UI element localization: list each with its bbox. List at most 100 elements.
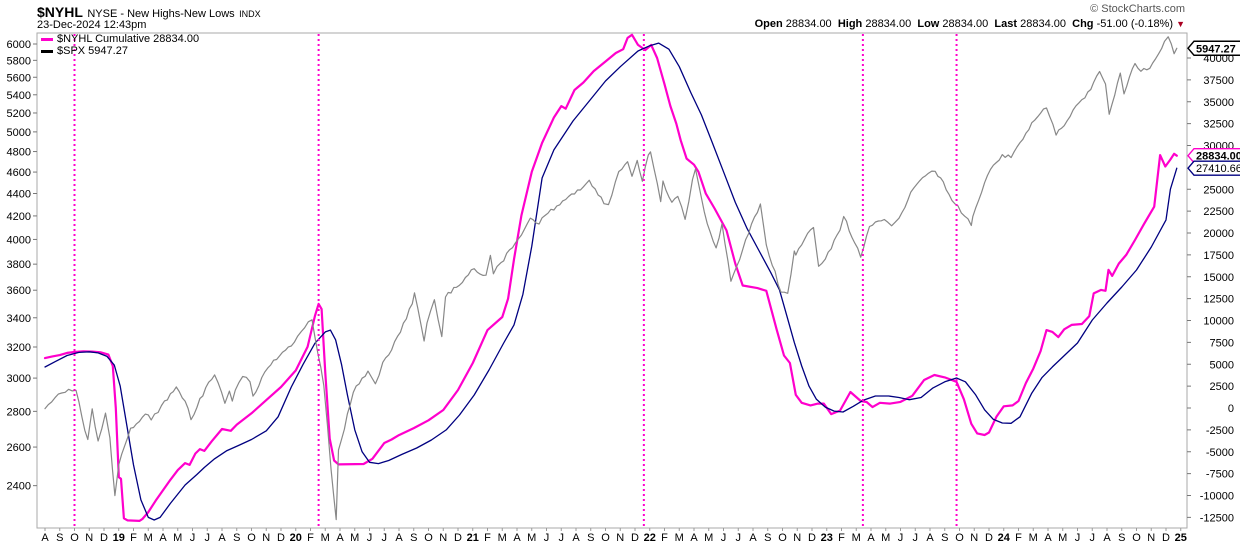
year-label: 24 (998, 532, 1011, 544)
month-label: A (926, 532, 934, 544)
month-label: M (527, 532, 536, 544)
year-label: 21 (467, 532, 479, 544)
month-label: S (941, 532, 948, 544)
low-label: Low (917, 18, 940, 30)
nyhl-legend-swatch (41, 37, 53, 41)
quote-bar: Open 28834.00 High 28834.00 Low 28834.00… (755, 18, 1185, 30)
right-axis-label: 32500 (1203, 119, 1234, 131)
month-label: M (1029, 532, 1038, 544)
series-line-nyhl-ma (44, 42, 1178, 521)
month-label: D (631, 532, 639, 544)
year-label: 22 (644, 532, 656, 544)
symbol: $NYHL (37, 4, 83, 20)
right-axis-label: 20000 (1203, 228, 1234, 240)
month-label: D (277, 532, 285, 544)
month-label: O (955, 532, 964, 544)
month-label: N (85, 532, 93, 544)
high-label: High (837, 18, 863, 30)
month-label: F (1015, 532, 1022, 544)
chg-label: Chg (1072, 18, 1094, 30)
month-label: O (1132, 532, 1141, 544)
spx-legend-label: $SPX 5947.27 (57, 45, 128, 57)
month-label: M (173, 532, 182, 544)
left-axis-label: 4000 (7, 234, 31, 246)
month-label: J (736, 532, 742, 544)
right-axis-label: -12500 (1200, 512, 1234, 524)
right-axis-label: -7500 (1206, 469, 1234, 481)
month-label: A (867, 532, 875, 544)
open-label: Open (754, 18, 783, 30)
month-label: M (1058, 532, 1067, 544)
month-label: F (838, 532, 845, 544)
left-axis-label: 4600 (7, 167, 31, 179)
left-axis-label: 2400 (7, 481, 31, 493)
left-axis-label: 5400 (7, 90, 31, 102)
right-axis-label: 15000 (1203, 272, 1234, 284)
month-label: J (913, 532, 919, 544)
right-axis-label: 22500 (1203, 206, 1234, 218)
month-label: M (704, 532, 713, 544)
plot-border (36, 32, 1188, 529)
month-label: N (793, 532, 801, 544)
high-value: 28834.00 (865, 18, 912, 30)
month-label: D (1162, 532, 1170, 544)
month-label: D (985, 532, 993, 544)
month-label: O (70, 532, 79, 544)
symbol-name: NYSE - New Highs-New Lows (87, 8, 235, 20)
left-axis-label: 3600 (7, 285, 31, 297)
left-axis-label: 2600 (7, 442, 31, 454)
month-label: O (601, 532, 610, 544)
month-label: N (970, 532, 978, 544)
left-axis-label: 5000 (7, 127, 31, 139)
month-label: A (749, 532, 757, 544)
month-label: M (498, 532, 507, 544)
right-axis-label: -2500 (1206, 425, 1234, 437)
left-axis-label: 5800 (7, 55, 31, 67)
month-label: M (144, 532, 153, 544)
month-label: D (454, 532, 462, 544)
right-axis-label: 5000 (1210, 359, 1234, 371)
copyright: © StockCharts.com (1090, 3, 1185, 15)
month-label: J (382, 532, 388, 544)
symbol-exchange-tag: INDX (239, 9, 261, 19)
month-label: J (898, 532, 904, 544)
right-axis-label: 25000 (1203, 184, 1234, 196)
month-label: J (1075, 532, 1081, 544)
month-label: N (262, 532, 270, 544)
month-label: N (616, 532, 624, 544)
month-label: S (764, 532, 771, 544)
spx-legend-swatch (41, 49, 53, 53)
right-axis-label: 2500 (1210, 381, 1234, 393)
right-axis-label: 0 (1228, 403, 1234, 415)
legend-item-nyhl: $NYHL Cumulative 28834.00 (41, 33, 199, 45)
month-label: S (233, 532, 240, 544)
month-label: F (307, 532, 314, 544)
month-label: A (159, 532, 167, 544)
month-label: J (721, 532, 727, 544)
left-axis-label: 6000 (7, 39, 31, 51)
right-axis-label: 40000 (1203, 53, 1234, 65)
month-label: A (336, 532, 344, 544)
left-axis-label: 2800 (7, 406, 31, 418)
month-label: M (881, 532, 890, 544)
month-label: S (56, 532, 63, 544)
right-axis-label: 7500 (1210, 337, 1234, 349)
month-label: A (513, 532, 521, 544)
month-label: F (661, 532, 668, 544)
left-axis-label: 4400 (7, 188, 31, 200)
left-axis-label: 3000 (7, 373, 31, 385)
chg-value: -51.00 (-0.18%) (1096, 18, 1174, 30)
last-value-callout-text: 28834.00 (1196, 151, 1240, 163)
left-axis-label: 5600 (7, 72, 31, 84)
month-label: O (424, 532, 433, 544)
month-label: M (852, 532, 861, 544)
right-axis-label: -5000 (1206, 447, 1234, 459)
left-axis-label: 3400 (7, 313, 31, 325)
chart-datetime: 23-Dec-2024 12:43pm (37, 19, 147, 31)
legend-item-spx: $SPX 5947.27 (41, 45, 199, 57)
month-label: A (572, 532, 580, 544)
month-label: A (41, 532, 49, 544)
right-axis-label: -10000 (1200, 491, 1234, 503)
